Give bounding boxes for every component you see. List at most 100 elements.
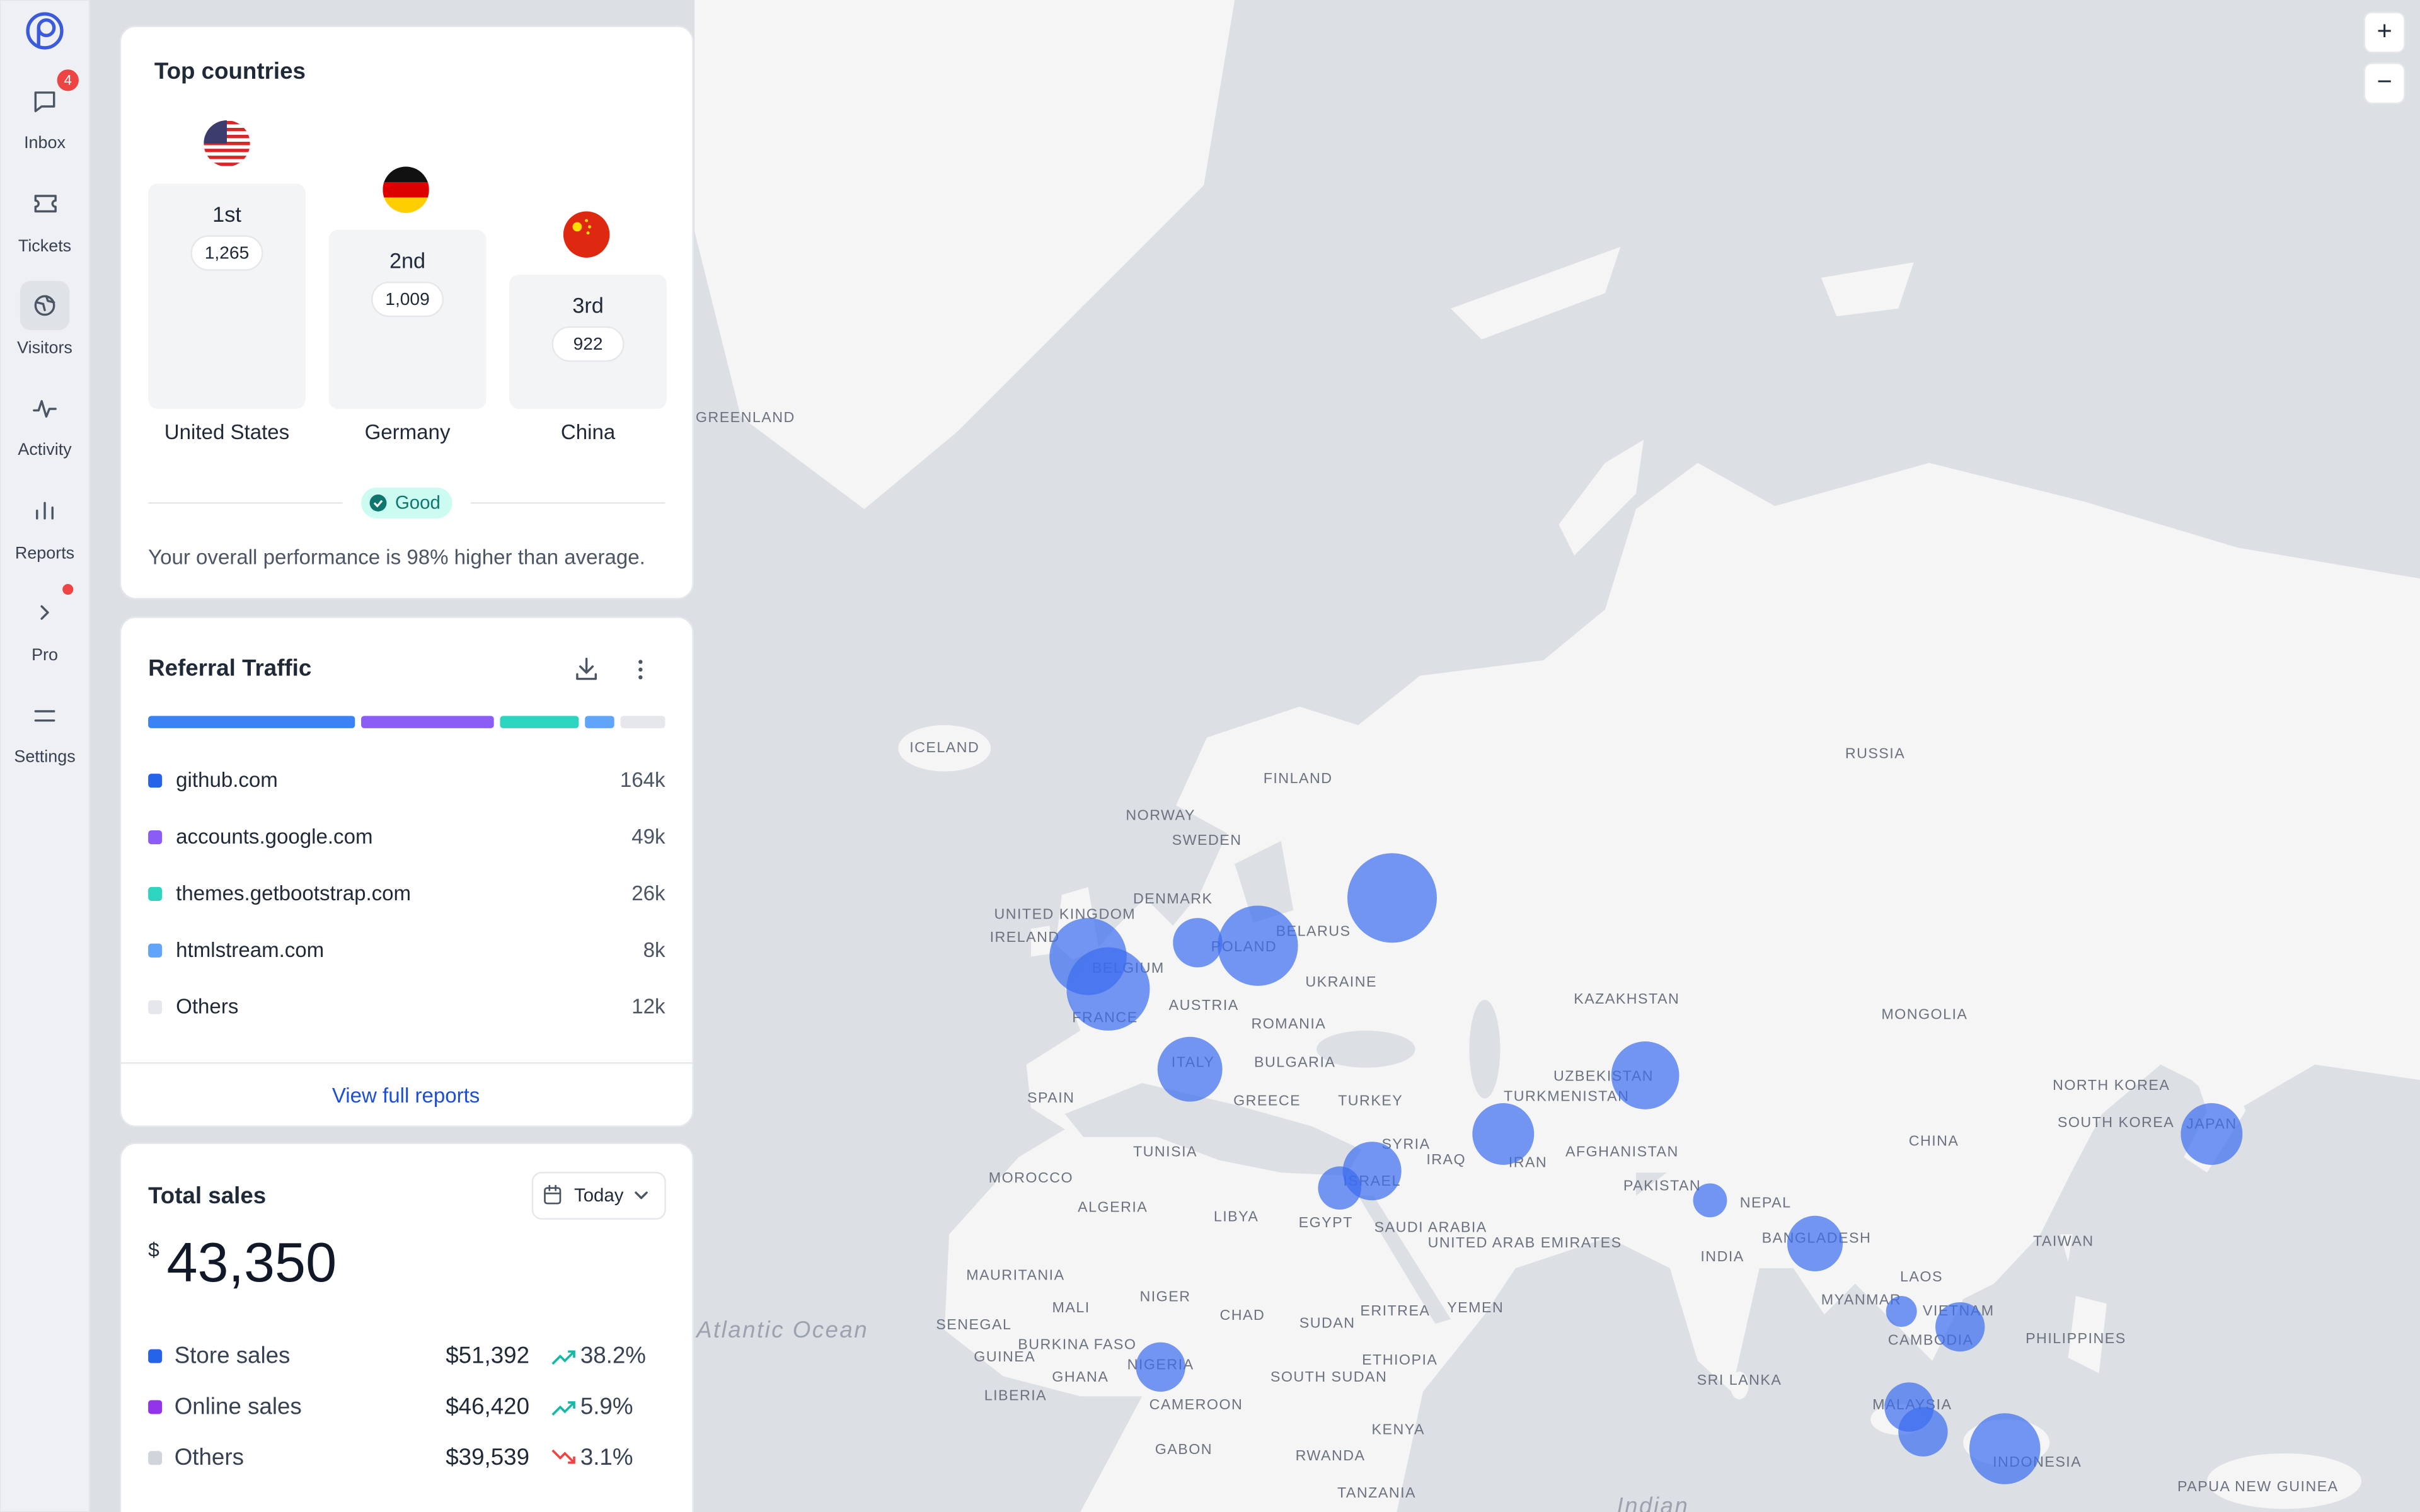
land (2207, 1453, 2361, 1509)
download-button[interactable] (576, 658, 597, 680)
source-value: 12k (631, 995, 666, 1019)
source-name: Others (176, 995, 238, 1019)
trend-icon (551, 1350, 575, 1365)
active-item-bg (20, 280, 70, 331)
map-label: RUSSIA (1845, 745, 1905, 762)
map-label: RWANDA (1296, 1447, 1366, 1463)
map-label: ERITREA (1360, 1302, 1430, 1319)
status-label: Good (395, 492, 441, 513)
view-reports-link[interactable]: View full reports (332, 1084, 480, 1108)
map-label: ICELAND (909, 739, 979, 755)
period-label[interactable]: Today (574, 1185, 624, 1206)
sales-name: Others (175, 1444, 244, 1470)
chevron (635, 1191, 648, 1200)
map-label: SPAIN (1027, 1089, 1075, 1106)
sales-change: 3.1% (580, 1444, 633, 1470)
top-countries-card: Top countries 1st 1,265 United States 2nd 1,… (119, 25, 694, 600)
country-name: China (561, 421, 616, 444)
nav-label[interactable]: Inbox (24, 133, 66, 152)
period-select[interactable] (531, 1172, 666, 1220)
visitor-bubble (1969, 1413, 2041, 1484)
zoom-out[interactable] (2363, 62, 2406, 105)
card-title: Top countries (154, 58, 306, 84)
land (1730, 1372, 1749, 1400)
flag-de (383, 166, 429, 213)
visitors-icon[interactable] (34, 295, 55, 316)
card (119, 1142, 694, 1512)
logo[interactable] (26, 12, 64, 50)
sales-amount: $46,420 (446, 1393, 529, 1419)
visitor-bubble (1157, 1036, 1223, 1102)
map-label: BULGARIA (1254, 1053, 1335, 1070)
zoom-out-label[interactable]: − (2377, 66, 2392, 96)
map-label: SOUTH KOREA (2058, 1114, 2174, 1130)
map-label: AUSTRIA (1169, 997, 1239, 1013)
visitor-bubble (1218, 905, 1298, 986)
nav-label[interactable]: Activity (18, 440, 72, 459)
source-name: github.com (176, 769, 278, 792)
nav-label[interactable]: Reports (15, 543, 74, 562)
nav-label[interactable]: Visitors (17, 338, 72, 357)
more-button[interactable] (638, 660, 643, 680)
inbox-icon[interactable] (34, 91, 55, 113)
notification-dot (62, 583, 74, 595)
map-label: SUDAN (1299, 1314, 1356, 1331)
map-label: Atlantic Ocean (695, 1317, 868, 1343)
map-label: MALI (1052, 1299, 1090, 1315)
card-title: Referral Traffic (148, 655, 311, 681)
sea (1469, 999, 1501, 1099)
visitor-bubble (1787, 1215, 1843, 1271)
pro-icon[interactable] (40, 605, 49, 620)
settings-icon[interactable] (34, 710, 55, 722)
sidebar-bg (0, 0, 91, 1512)
flag-cn (563, 211, 610, 258)
trend-icon (551, 1449, 575, 1464)
zoom-in[interactable] (2363, 11, 2406, 54)
nav-label[interactable]: Tickets (18, 236, 71, 255)
visitor-bubble (1173, 918, 1223, 968)
map-label: ALGERIA (1078, 1199, 1148, 1215)
traffic-segment (620, 716, 666, 728)
map-label: TAIWAN (2033, 1233, 2094, 1249)
map-label: PAKISTAN (1623, 1177, 1701, 1193)
map-label: TURKEY (1338, 1092, 1403, 1109)
map-label: IRELAND (990, 929, 1060, 945)
badge (57, 69, 79, 91)
country-name: United States (164, 421, 289, 444)
map-label: NORWAY (1126, 807, 1195, 823)
legend-swatch (148, 1000, 163, 1014)
visitor-bubble (1611, 1041, 1680, 1109)
nav-label[interactable]: Settings (14, 747, 75, 766)
map-label: LIBERIA (984, 1387, 1047, 1403)
reports-icon[interactable] (36, 501, 54, 520)
activity-icon[interactable] (33, 400, 57, 418)
flag-us (204, 120, 250, 167)
visitor-bubble (1693, 1183, 1727, 1218)
map-label: PAPUA NEW GUINEA (2177, 1478, 2339, 1494)
map-label: UNITED KINGDOM (994, 905, 1136, 922)
zoom-in-label[interactable]: + (2377, 15, 2392, 45)
source-name: themes.getbootstrap.com (176, 882, 411, 905)
sales-name: Online sales (175, 1393, 302, 1419)
map-label: NIGER (1139, 1288, 1190, 1305)
map-label: UNITED ARAB EMIRATES (1428, 1234, 1622, 1251)
map-label: YEMEN (1447, 1299, 1504, 1315)
source-name: accounts.google.com (176, 825, 372, 849)
status-pill (361, 487, 452, 518)
tickets-icon[interactable] (34, 195, 57, 213)
map-label: MAURITANIA (966, 1266, 1064, 1283)
map-label: GREECE (1233, 1092, 1301, 1109)
source-value: 49k (631, 825, 666, 849)
count-pill (551, 326, 625, 362)
legend-swatch (148, 1451, 163, 1465)
map-label: INDIA (1700, 1248, 1744, 1264)
land (944, 462, 2420, 1512)
map-label: BURKINA FASO (1018, 1336, 1136, 1353)
land (694, 0, 1235, 510)
legend-swatch (148, 774, 163, 788)
nav-label[interactable]: Pro (32, 645, 58, 664)
sales-change: 5.9% (580, 1393, 633, 1419)
map-label: LAOS (1900, 1268, 1943, 1285)
